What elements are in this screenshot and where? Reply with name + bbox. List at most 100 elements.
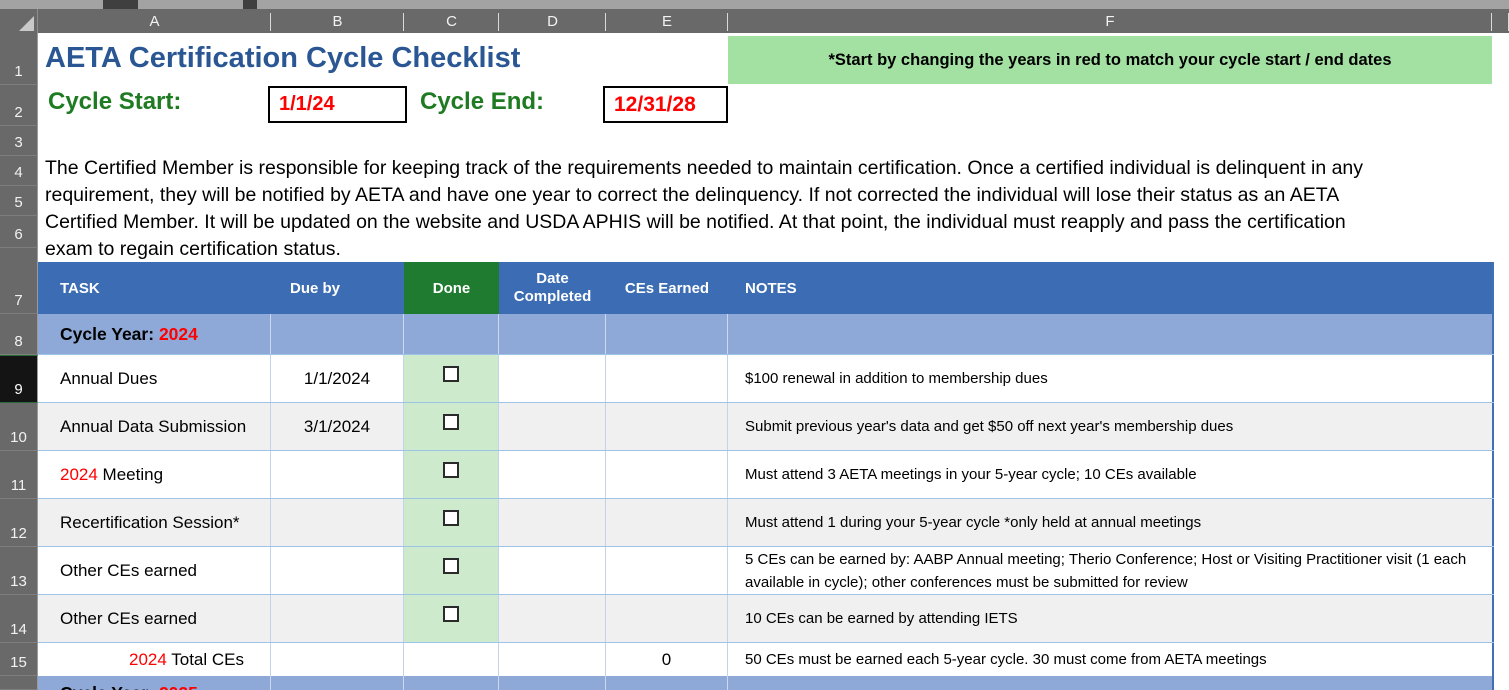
cell[interactable] [404, 676, 499, 690]
done-cell[interactable] [404, 547, 499, 594]
due-by-cell[interactable] [271, 643, 404, 676]
due-by-cell[interactable] [271, 547, 404, 594]
column-header-e[interactable]: E [606, 9, 728, 33]
row-header-9-active[interactable]: 9 [0, 355, 38, 403]
row-header-7[interactable]: 7 [0, 248, 38, 314]
row-header-6[interactable]: 6 [0, 216, 38, 248]
row-header-2[interactable]: 2 [0, 85, 38, 126]
instruction-banner[interactable]: *Start by changing the years in red to m… [728, 36, 1492, 84]
task-cell[interactable]: 2024 Meeting [38, 451, 271, 498]
row-header-16-partial[interactable] [0, 676, 38, 690]
total-ces-cell[interactable]: 0 [606, 643, 728, 676]
done-cell[interactable] [404, 451, 499, 498]
intro-text-cell[interactable]: The Certified Member is responsible for … [45, 157, 1364, 260]
row-header-8[interactable]: 8 [0, 314, 38, 355]
notes-cell[interactable]: Submit previous year's data and get $50 … [728, 403, 1494, 450]
row-header-11[interactable]: 11 [0, 451, 38, 499]
ces-earned-cell[interactable] [606, 403, 728, 450]
cell[interactable] [499, 676, 606, 690]
notes-cell[interactable]: 10 CEs can be earned by attending IETS [728, 595, 1494, 642]
column-header-f[interactable]: F [728, 9, 1492, 33]
due-by-cell[interactable] [271, 595, 404, 642]
header-notes[interactable]: NOTES [728, 262, 1494, 314]
date-completed-cell[interactable] [499, 451, 606, 498]
cell[interactable] [728, 676, 1494, 690]
column-header-c[interactable]: C [404, 9, 499, 33]
cell[interactable] [271, 314, 404, 354]
row-header-4[interactable]: 4 [0, 156, 38, 186]
select-all-corner[interactable] [0, 9, 38, 33]
due-by-cell[interactable]: 3/1/2024 [271, 403, 404, 450]
done-checkbox[interactable] [443, 413, 459, 430]
cell[interactable] [499, 314, 606, 354]
done-cell[interactable] [404, 595, 499, 642]
cycle-end-label[interactable]: Cycle End: [420, 88, 545, 115]
date-completed-cell[interactable] [499, 499, 606, 546]
column-header-a[interactable]: A [38, 9, 271, 33]
column-header-d[interactable]: D [499, 9, 606, 33]
row-header-10[interactable]: 10 [0, 403, 38, 451]
cell[interactable] [606, 314, 728, 354]
notes-cell[interactable]: Must attend 1 during your 5-year cycle *… [728, 499, 1494, 546]
date-completed-cell[interactable] [499, 643, 606, 676]
total-label-cell[interactable]: 2024 Total CEs [38, 643, 271, 676]
notes-cell[interactable]: Must attend 3 AETA meetings in your 5-ye… [728, 451, 1494, 498]
done-cell[interactable] [404, 499, 499, 546]
ces-earned-cell[interactable] [606, 499, 728, 546]
row-header-1[interactable]: 1 [0, 33, 38, 85]
cell[interactable] [606, 676, 728, 690]
header-ces-earned[interactable]: CEs Earned [624, 279, 710, 297]
date-completed-cell[interactable] [499, 595, 606, 642]
header-due-by[interactable]: Due by [290, 279, 341, 297]
done-checkbox[interactable] [443, 365, 459, 382]
cycle-start-value-box[interactable]: 1/1/24 [268, 86, 407, 123]
row-header-12[interactable]: 12 [0, 499, 38, 547]
ces-earned-cell[interactable] [606, 595, 728, 642]
notes-cell[interactable]: 50 CEs must be earned each 5-year cycle.… [728, 643, 1494, 676]
task-cell[interactable]: Annual Dues [38, 355, 271, 402]
task-cell[interactable]: Recertification Session* [38, 499, 271, 546]
done-checkbox[interactable] [443, 509, 459, 526]
cell[interactable] [271, 676, 404, 690]
done-cell[interactable] [404, 355, 499, 402]
due-by-cell[interactable]: 1/1/2024 [271, 355, 404, 402]
notes-cell[interactable]: $100 renewal in addition to membership d… [728, 355, 1494, 402]
section-label-cell[interactable]: Cycle Year: 2025 [38, 676, 271, 690]
row-header-14[interactable]: 14 [0, 595, 38, 643]
column-header-row: A B C D E F [0, 9, 1509, 33]
task-cell[interactable]: Annual Data Submission [38, 403, 271, 450]
row-header-5[interactable]: 5 [0, 186, 38, 216]
row-header-15[interactable]: 15 [0, 643, 38, 676]
cycle-start-label[interactable]: Cycle Start: [48, 88, 182, 115]
cell[interactable] [728, 314, 1494, 354]
ces-earned-cell[interactable] [606, 451, 728, 498]
row-header-13[interactable]: 13 [0, 547, 38, 595]
note-text: 10 CEs can be earned by attending IETS [745, 610, 1018, 627]
column-header-g-partial[interactable] [1492, 9, 1509, 33]
date-completed-cell[interactable] [499, 355, 606, 402]
ces-earned-cell[interactable] [606, 547, 728, 594]
notes-cell[interactable]: 5 CEs can be earned by: AABP Annual meet… [728, 547, 1494, 594]
date-completed-cell[interactable] [499, 403, 606, 450]
done-checkbox[interactable] [443, 461, 459, 478]
task-cell[interactable]: Other CEs earned [38, 595, 271, 642]
ces-earned-cell[interactable] [606, 355, 728, 402]
header-done[interactable]: Done [404, 262, 499, 314]
due-by-cell[interactable] [271, 499, 404, 546]
done-checkbox[interactable] [443, 605, 459, 622]
due-by-cell[interactable] [271, 451, 404, 498]
row-header-3[interactable]: 3 [0, 126, 38, 156]
page-title[interactable]: AETA Certification Cycle Checklist [45, 42, 521, 74]
cell[interactable] [404, 314, 499, 354]
cycle-end-value-box[interactable]: 12/31/28 [603, 86, 728, 123]
header-date-completed[interactable]: Date Completed [513, 270, 592, 305]
note-text: Must attend 3 AETA meetings in your 5-ye… [745, 466, 1197, 483]
done-checkbox[interactable] [443, 557, 459, 574]
done-cell[interactable] [404, 643, 499, 676]
done-cell[interactable] [404, 403, 499, 450]
header-task[interactable]: TASK [60, 279, 100, 297]
task-cell[interactable]: Other CEs earned [38, 547, 271, 594]
column-header-b[interactable]: B [271, 9, 404, 33]
date-completed-cell[interactable] [499, 547, 606, 594]
section-label-cell[interactable]: Cycle Year: 2024 [38, 314, 271, 354]
